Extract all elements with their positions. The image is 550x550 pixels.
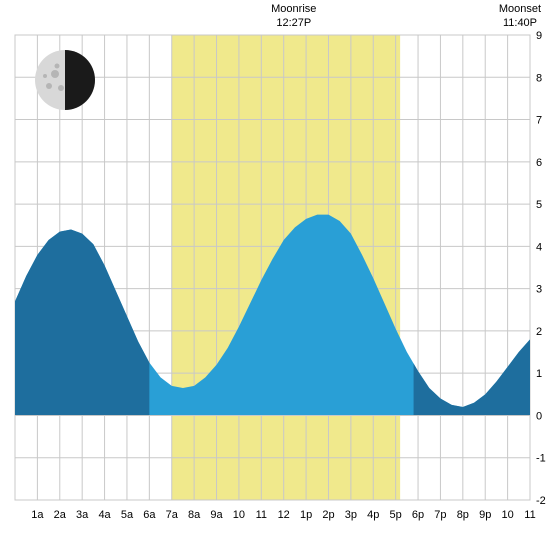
moon-phase-icon bbox=[35, 50, 95, 110]
y-tick-label: 6 bbox=[536, 157, 542, 169]
x-tick-label: 6p bbox=[412, 509, 424, 521]
y-tick-label: 3 bbox=[536, 284, 542, 296]
event-time: 12:27P bbox=[264, 16, 324, 30]
x-tick-label: 2p bbox=[322, 509, 334, 521]
y-tick-label: 1 bbox=[536, 368, 542, 380]
moonrise-label: Moonrise12:27P bbox=[264, 2, 324, 31]
x-tick-label: 1p bbox=[300, 509, 312, 521]
x-tick-label: 9p bbox=[479, 509, 491, 521]
x-tick-label: 3p bbox=[345, 509, 357, 521]
event-time: 11:40P bbox=[490, 16, 550, 30]
tide-chart: -2-101234567891a2a3a4a5a6a7a8a9a1011121p… bbox=[0, 0, 550, 550]
x-tick-label: 8p bbox=[457, 509, 469, 521]
x-tick-label: 8a bbox=[188, 509, 201, 521]
y-tick-label: 2 bbox=[536, 326, 542, 338]
y-tick-label: 4 bbox=[536, 241, 542, 253]
event-title: Moonset bbox=[490, 2, 550, 16]
event-title: Moonrise bbox=[264, 2, 324, 16]
x-tick-label: 7p bbox=[434, 509, 446, 521]
y-tick-label: 7 bbox=[536, 115, 542, 127]
x-tick-label: 2a bbox=[54, 509, 67, 521]
x-tick-label: 12 bbox=[278, 509, 290, 521]
y-tick-label: -2 bbox=[536, 495, 546, 507]
chart-svg: -2-101234567891a2a3a4a5a6a7a8a9a1011121p… bbox=[0, 0, 550, 550]
x-tick-label: 5a bbox=[121, 509, 134, 521]
x-tick-label: 10 bbox=[501, 509, 513, 521]
x-tick-label: 11 bbox=[256, 509, 267, 521]
x-tick-label: 1a bbox=[31, 509, 44, 521]
x-tick-label: 4p bbox=[367, 509, 379, 521]
x-tick-label: 10 bbox=[233, 509, 245, 521]
y-tick-label: 8 bbox=[536, 72, 542, 84]
x-tick-label: 6a bbox=[143, 509, 156, 521]
x-tick-label: 7a bbox=[166, 509, 179, 521]
x-tick-label: 4a bbox=[98, 509, 111, 521]
y-tick-label: -1 bbox=[536, 453, 546, 465]
y-tick-label: 9 bbox=[536, 30, 542, 42]
y-tick-label: 5 bbox=[536, 199, 542, 211]
x-tick-label: 5p bbox=[390, 509, 402, 521]
y-tick-label: 0 bbox=[536, 410, 542, 422]
x-tick-label: 3a bbox=[76, 509, 89, 521]
x-tick-label: 9a bbox=[210, 509, 223, 521]
moonset-label: Moonset11:40P bbox=[490, 2, 550, 31]
x-tick-label: 11 bbox=[524, 509, 535, 521]
